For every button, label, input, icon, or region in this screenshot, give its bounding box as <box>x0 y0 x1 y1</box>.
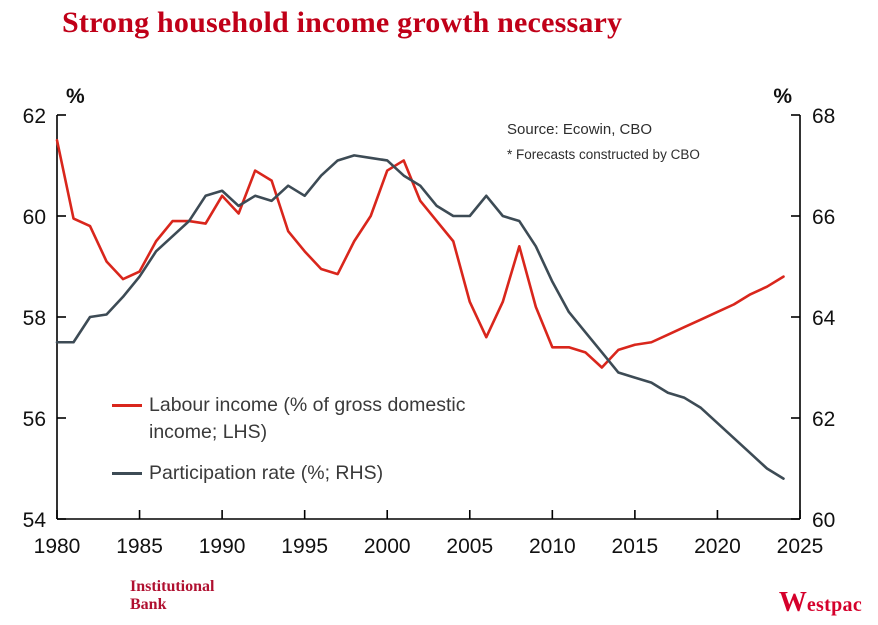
division-line: Institutional <box>130 578 215 595</box>
westpac-wordmark: estpac <box>806 594 862 616</box>
svg-text:54: 54 <box>23 509 47 532</box>
svg-text:2025: 2025 <box>777 535 824 558</box>
labour-income-line-swatch <box>112 404 142 407</box>
westpac-w-icon: W <box>778 587 807 618</box>
svg-text:2005: 2005 <box>446 535 493 558</box>
svg-text:1990: 1990 <box>199 535 246 558</box>
participation-rate-line-swatch <box>112 471 142 475</box>
svg-text:68: 68 <box>812 105 835 128</box>
svg-text:62: 62 <box>812 408 835 431</box>
division-line: Bank <box>130 596 167 614</box>
chart-title: Strong household income growth necessary <box>62 6 623 39</box>
svg-text:2000: 2000 <box>364 535 411 558</box>
legend-item-labour-income: Labour income (% of gross domestic incom… <box>112 392 514 447</box>
svg-text:1980: 1980 <box>34 535 81 558</box>
left-axis-unit: % <box>66 85 85 108</box>
svg-text:1995: 1995 <box>281 535 328 558</box>
svg-text:2010: 2010 <box>529 535 576 558</box>
svg-text:66: 66 <box>812 206 835 229</box>
svg-text:60: 60 <box>812 509 835 532</box>
legend-item-participation-rate: Participation rate (%; RHS) <box>112 460 514 487</box>
westpac-logo: W estpac <box>779 587 862 619</box>
svg-text:2015: 2015 <box>612 535 659 558</box>
source-line: Source: Ecowin, CBO <box>507 121 653 138</box>
institutional-bank-label: Institutional Bank <box>130 578 214 615</box>
source-note: Source: Ecowin, CBO * Forecasts construc… <box>507 121 700 162</box>
svg-text:1985: 1985 <box>116 535 163 558</box>
forecast-note: * Forecasts constructed by CBO <box>507 147 700 162</box>
svg-text:2020: 2020 <box>694 535 741 558</box>
right-axis-unit: % <box>773 85 792 108</box>
legend-label: Participation rate (%; RHS) <box>149 461 384 484</box>
legend: Labour income (% of gross domestic incom… <box>112 392 514 487</box>
svg-text:62: 62 <box>23 105 46 128</box>
svg-text:64: 64 <box>812 307 836 330</box>
svg-text:56: 56 <box>23 408 46 431</box>
legend-label: Labour income (% of gross domestic incom… <box>149 394 466 444</box>
svg-text:60: 60 <box>23 206 46 229</box>
svg-text:58: 58 <box>23 307 46 330</box>
